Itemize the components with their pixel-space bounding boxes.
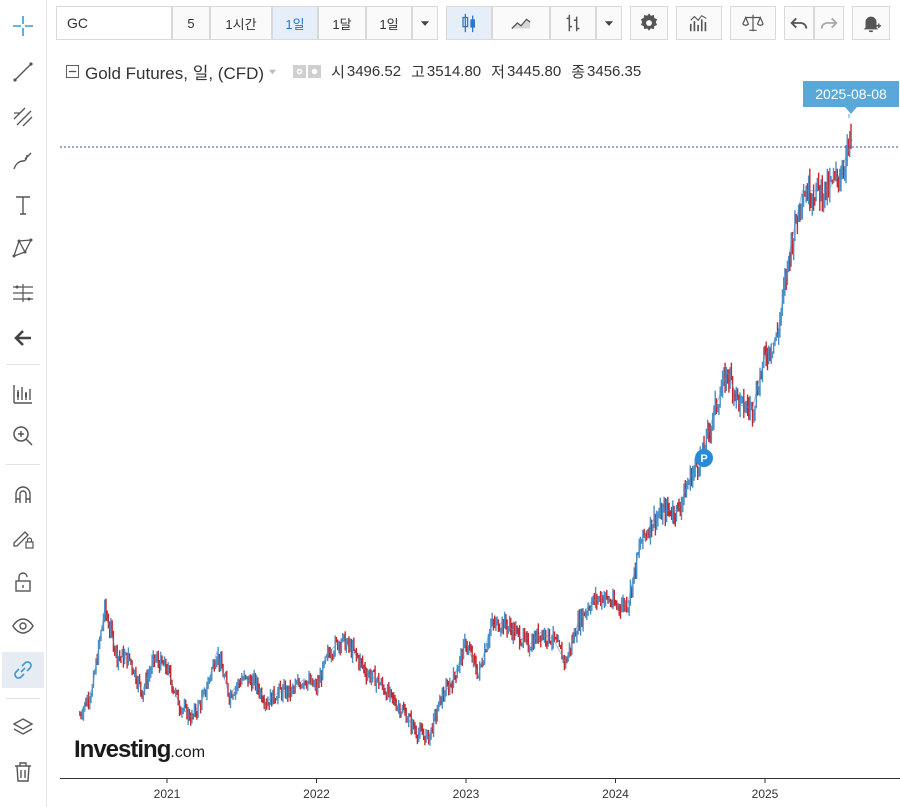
interval-1d-button[interactable]: 1일 [272, 6, 318, 40]
interval-1h-button[interactable]: 1시간 [210, 6, 272, 40]
price-series-line [79, 139, 853, 739]
compare-button[interactable] [730, 6, 776, 40]
x-tick-label: 2021 [154, 787, 181, 801]
text-tool[interactable] [2, 187, 44, 223]
pattern-tool[interactable] [2, 230, 44, 266]
unlock-tool[interactable] [2, 564, 44, 600]
trend-line-icon [13, 62, 33, 82]
crosshair-tool[interactable] [2, 8, 44, 44]
collapse-icon[interactable] [66, 64, 79, 78]
indicators-button[interactable] [676, 6, 722, 40]
interval-1h-label: 1시간 [225, 16, 257, 32]
price-series [79, 123, 853, 746]
x-tick-label: 2022 [303, 787, 330, 801]
crosshair-icon [13, 16, 33, 36]
fibonacci-icon [13, 107, 33, 127]
low-value: 3445.80 [506, 62, 562, 80]
trash-icon [15, 762, 31, 782]
indicators-tool[interactable] [2, 376, 44, 412]
bars-icon [566, 14, 580, 32]
show-hide-tool[interactable] [2, 608, 44, 644]
sync-drawing-tool[interactable] [2, 652, 44, 688]
lock-drawing-tool[interactable] [2, 520, 44, 556]
brush-tool[interactable] [2, 143, 44, 179]
unlock-icon [15, 572, 31, 592]
x-tick-label: 2024 [602, 787, 629, 801]
brush-icon [13, 152, 32, 170]
left-drawing-toolbar [0, 0, 47, 807]
trend-line-tool[interactable] [2, 54, 44, 90]
event-marker-label: P [700, 453, 707, 465]
symbol-search-input[interactable] [56, 6, 172, 40]
candles-icon [462, 13, 475, 33]
range-button[interactable]: 1일 [366, 6, 412, 40]
event-marker[interactable]: P [695, 449, 713, 467]
x-tick-label: 2025 [752, 787, 779, 801]
redo-button[interactable] [814, 6, 844, 40]
object-tree-tool[interactable] [2, 710, 44, 746]
caret-down-icon[interactable] [268, 67, 277, 76]
measure-tool[interactable] [2, 275, 44, 311]
gear-icon [640, 13, 658, 31]
interval-1mo-label: 1달 [332, 16, 352, 32]
pencil-lock-icon [13, 531, 34, 549]
instrument-title[interactable]: Gold Futures, 일, (CFD) [85, 63, 265, 83]
compare-icon [742, 14, 764, 32]
high-value: 3514.80 [426, 62, 482, 80]
area-chart-button[interactable] [492, 6, 550, 40]
link-icon [14, 661, 32, 679]
bars-chart-button[interactable] [550, 6, 596, 40]
area-icon [511, 18, 531, 29]
interval-1mo-button[interactable]: 1달 [318, 6, 366, 40]
interval-1d-label: 1일 [285, 16, 305, 32]
eye-icon [12, 618, 34, 634]
x-tick-label: 2023 [453, 787, 480, 801]
measure-icon [13, 284, 33, 302]
redo-icon [820, 17, 838, 29]
crosshair-date-badge: 2025-08-08 [803, 81, 899, 114]
close-value: 3456.35 [587, 62, 642, 80]
alert-icon [863, 16, 882, 33]
eye-toggle-icon[interactable] [293, 64, 307, 78]
remove-drawings-tool[interactable] [2, 754, 44, 790]
top-toolbar: 5 1시간 1일 1달 1일 [56, 6, 894, 42]
magnet-icon [15, 486, 31, 503]
range-label: 1일 [379, 16, 399, 32]
low-label: 저 [491, 63, 505, 81]
candles-chart-button[interactable] [446, 6, 492, 40]
caret-down-icon [420, 21, 430, 26]
open-label: 시 [331, 63, 345, 81]
zoom-in-icon [13, 426, 33, 446]
fibonacci-tool[interactable] [2, 99, 44, 135]
back-arrow-icon [14, 330, 31, 346]
pattern-icon [12, 238, 33, 258]
undo-button[interactable] [784, 6, 814, 40]
high-label: 고 [411, 63, 425, 81]
studies-icon [689, 14, 707, 32]
caret-down-icon [604, 21, 614, 26]
close-label: 종 [571, 63, 586, 81]
layers-icon [12, 718, 34, 735]
settings-small-icon[interactable] [308, 64, 322, 78]
interval-5min-label: 5 [187, 15, 195, 31]
chart-type-dropdown[interactable] [596, 6, 622, 40]
investing-logo: Investing.com [74, 736, 205, 764]
x-axis-ticks: 2021 2022 2023 2024 2025 [154, 778, 779, 801]
alert-button[interactable] [852, 6, 890, 40]
zoom-in-tool[interactable] [2, 418, 44, 454]
interval-5min-button[interactable]: 5 [172, 6, 210, 40]
text-icon [16, 196, 30, 215]
x-axis-line [60, 778, 900, 779]
range-dropdown[interactable] [412, 6, 438, 40]
magnet-tool[interactable] [2, 477, 44, 513]
indicators-icon [13, 385, 32, 404]
brand-suffix: .com [170, 744, 206, 761]
chart-legend: Gold Futures, 일, (CFD) 시 3496.52 고 3514.… [66, 60, 642, 83]
hide-toolbar-button[interactable] [2, 320, 44, 356]
settings-button[interactable] [630, 6, 668, 40]
brand-name: Investing [74, 736, 171, 763]
undo-icon [790, 17, 808, 29]
open-value: 3496.52 [346, 62, 402, 80]
